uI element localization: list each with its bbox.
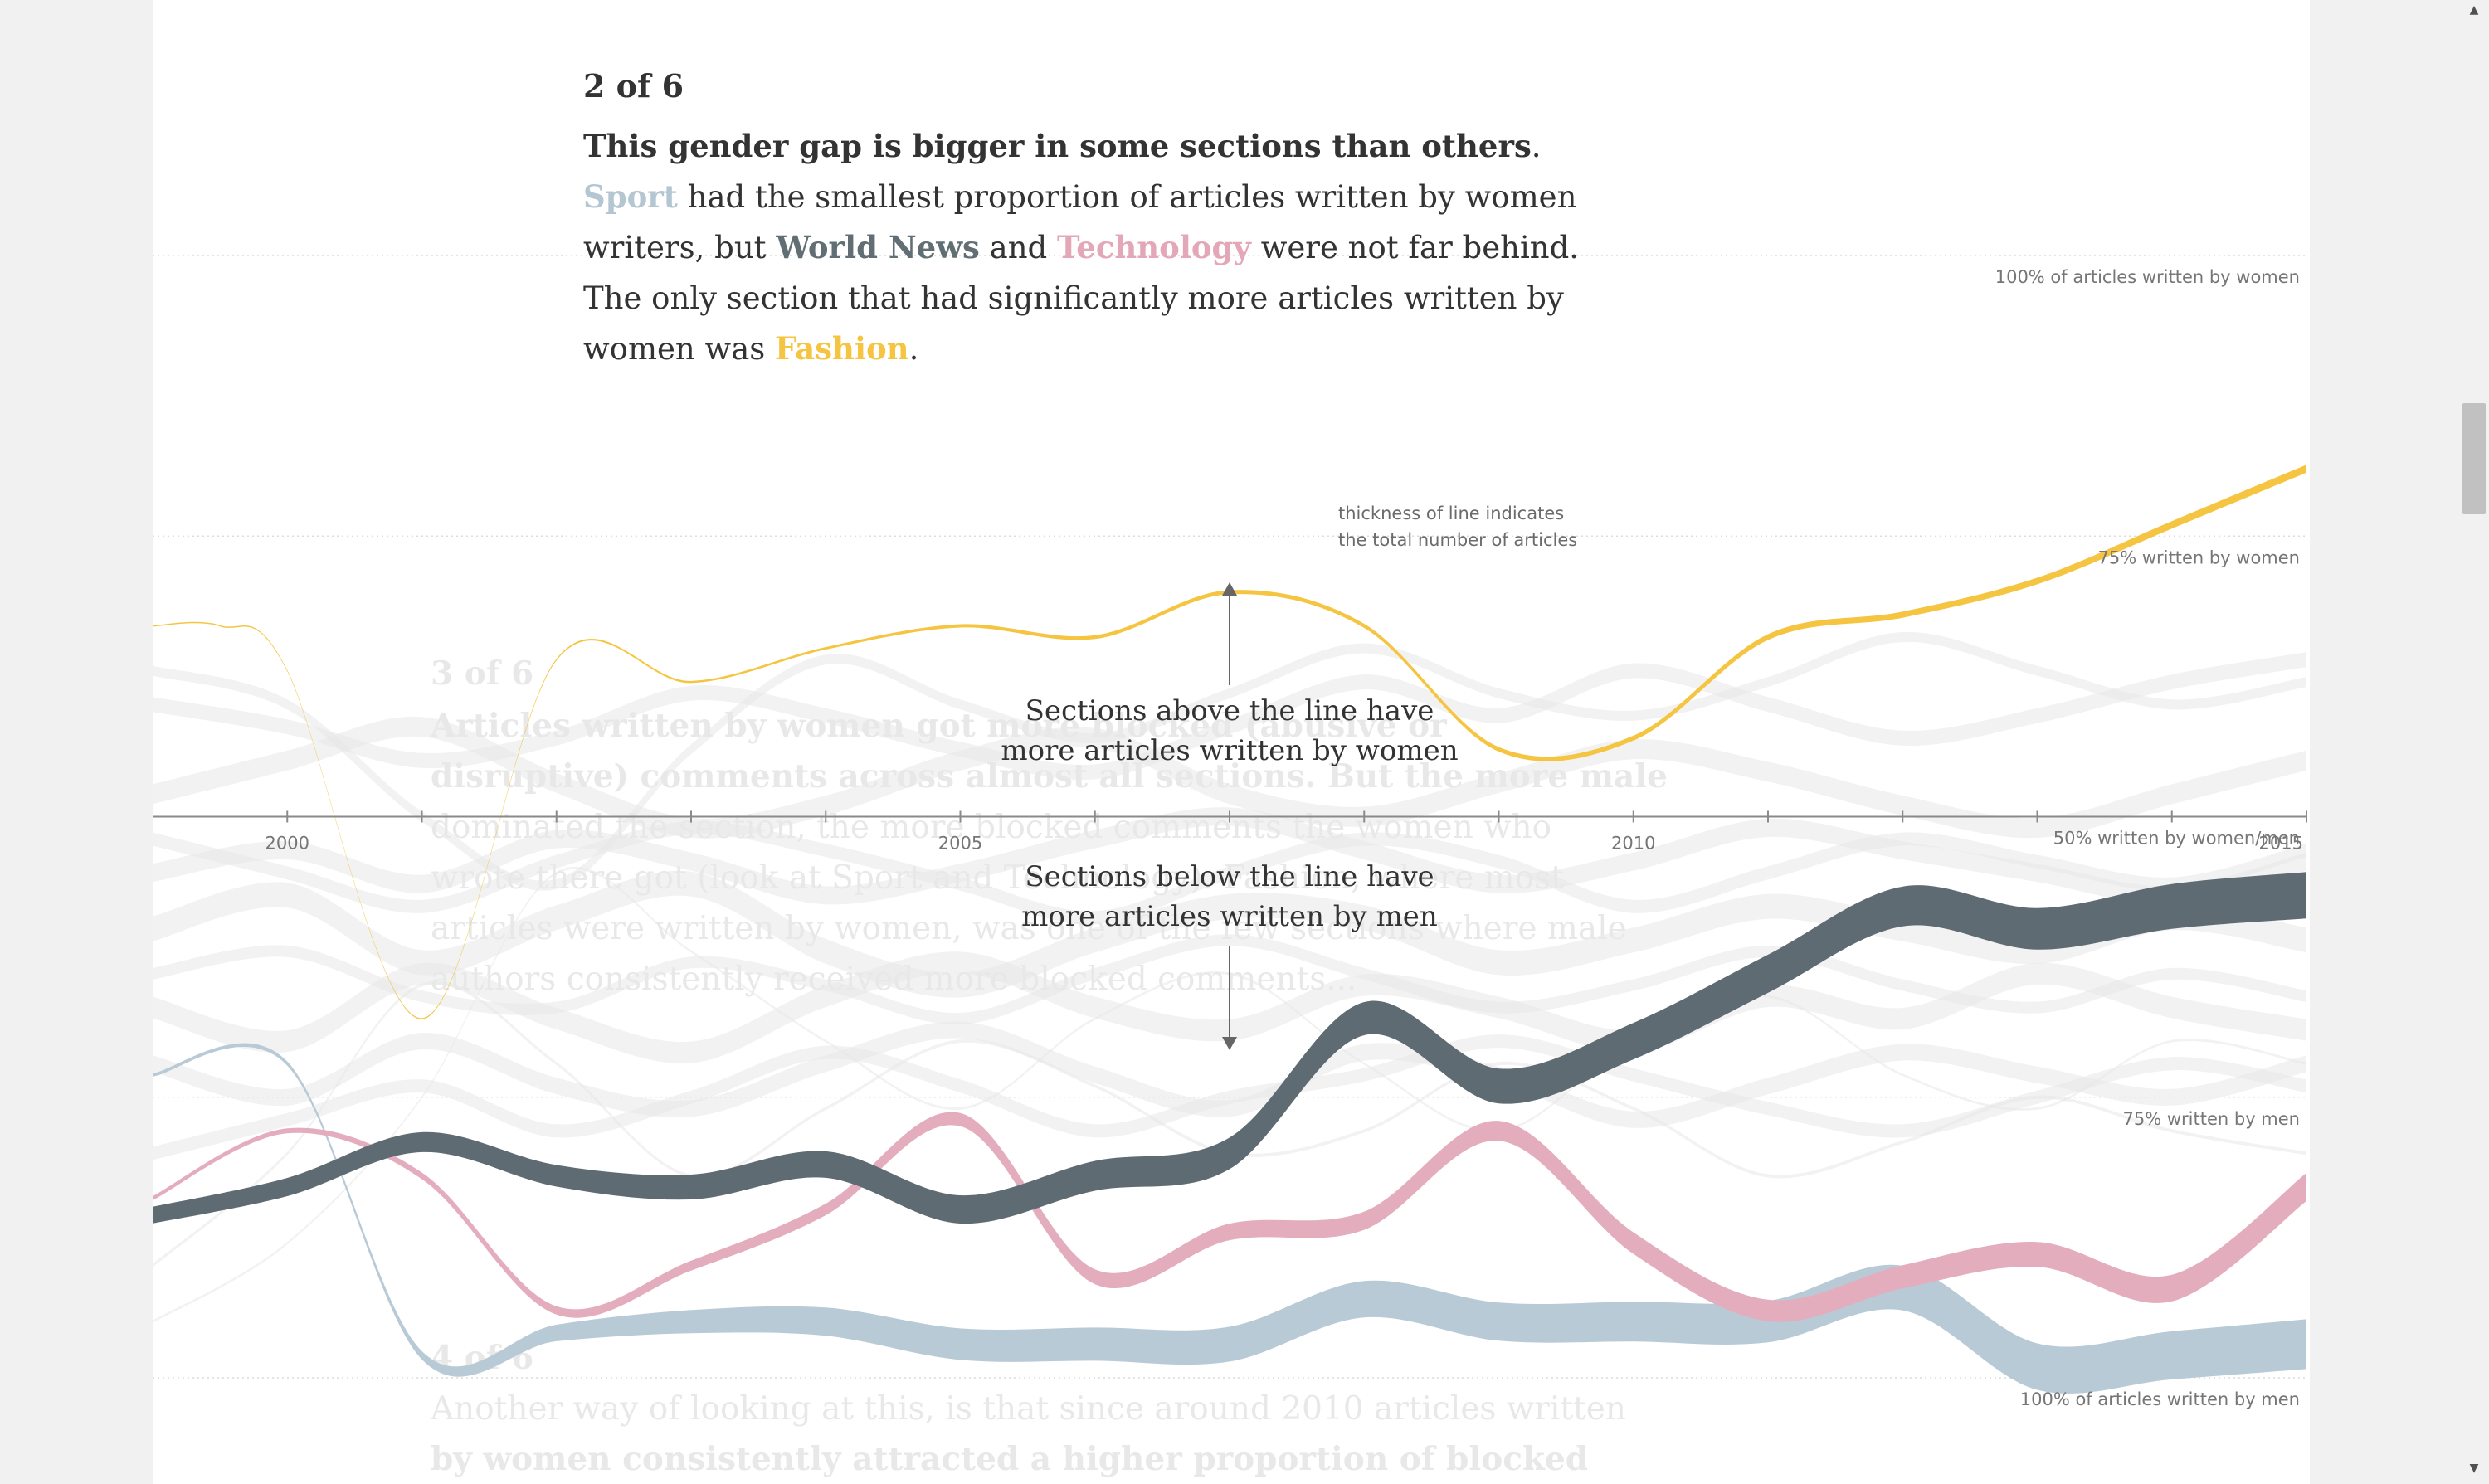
x-tick-label: 2010 (1611, 834, 1655, 854)
background-section-line (153, 820, 2306, 925)
above-line-label: more articles written by women (1001, 734, 1458, 767)
ghost-step-3-line: Articles written by women got more block… (430, 707, 1447, 745)
series-world-news (153, 872, 2306, 1224)
ghost-step-4-line: by women consistently attracted a higher… (431, 1440, 1588, 1478)
scroll-down-arrow-icon[interactable]: ▼ (2469, 1462, 2479, 1475)
keyword-world-news[interactable]: World News (776, 229, 980, 265)
story-page: 3 of 6 Articles written by women got more… (153, 0, 2310, 1484)
step-counter: 2 of 6 (583, 67, 684, 105)
step-text-3: and (979, 230, 1057, 265)
step-text-1: . (1531, 129, 1542, 164)
ghost-step-3-line: wrote there got (look at Sport and Techn… (431, 859, 1564, 897)
scrollbar[interactable] (2459, 0, 2489, 1484)
reference-label: 75% written by women (2097, 547, 2300, 567)
background-section-line (153, 1034, 2306, 1160)
arrow-up-icon (1222, 582, 1237, 596)
gender-gap-chart: 3 of 6 Articles written by women got more… (153, 255, 2307, 1478)
x-tick-label: 2015 (2259, 834, 2303, 854)
reference-label: 100% of articles written by women (1995, 267, 2300, 287)
background-section-line (153, 951, 2306, 1064)
reference-label: 100% of articles written by men (2020, 1389, 2300, 1409)
background-section-line (153, 807, 2306, 905)
ghost-text: 3 of 6 Articles written by women got more… (430, 654, 1668, 1478)
x-tick-label: 2005 (938, 834, 982, 854)
step-lead: This gender gap is bigger in some sectio… (583, 128, 1532, 164)
background-section-line (153, 870, 2306, 998)
reference-label: 75% written by men (2123, 1109, 2301, 1129)
scroll-up-arrow-icon[interactable]: ▲ (2469, 3, 2479, 17)
step-text-4: were not far behind. The only section th… (583, 230, 1580, 367)
background-section-line (153, 716, 2306, 839)
thickness-note: thickness of line indicates (1338, 504, 1564, 523)
scrollbar-thumb[interactable] (2462, 403, 2486, 514)
thickness-note: the total number of articles (1338, 530, 1577, 550)
step-paragraph: This gender gap is bigger in some sectio… (583, 121, 1629, 374)
series-technology (153, 1112, 2306, 1322)
keyword-fashion[interactable]: Fashion (775, 330, 909, 367)
reference-label: 50% written by women/men (2053, 829, 2300, 849)
keyword-technology[interactable]: Technology (1056, 229, 1251, 265)
highlighted-series (153, 465, 2306, 1394)
ghost-step-3-counter: 3 of 6 (431, 654, 533, 693)
ghost-step-3-line: disruptive) comments across almost all s… (431, 757, 1668, 796)
step-text-5: . (908, 331, 919, 367)
x-tick-label: 2000 (265, 834, 309, 854)
ghost-step-3-line: authors consistently received more block… (431, 961, 1357, 998)
ghost-step-4-line: Another way of looking at this, is that … (430, 1390, 1626, 1428)
story-step-2: 2 of 6 This gender gap is bigger in some… (583, 61, 1629, 374)
below-line-label: Sections below the line have (1025, 860, 1434, 893)
below-line-label: more articles written by men (1021, 900, 1438, 933)
ghost-step-3-line: articles were written by women, was one … (431, 910, 1627, 947)
keyword-sport[interactable]: Sport (583, 178, 678, 215)
arrow-down-icon (1222, 1037, 1237, 1050)
above-line-label: Sections above the line have (1025, 694, 1434, 727)
ghost-step-3-line: dominated the section, the more blocked … (431, 809, 1551, 846)
step-text-2: had the smallest proportion of articles … (583, 179, 1577, 265)
